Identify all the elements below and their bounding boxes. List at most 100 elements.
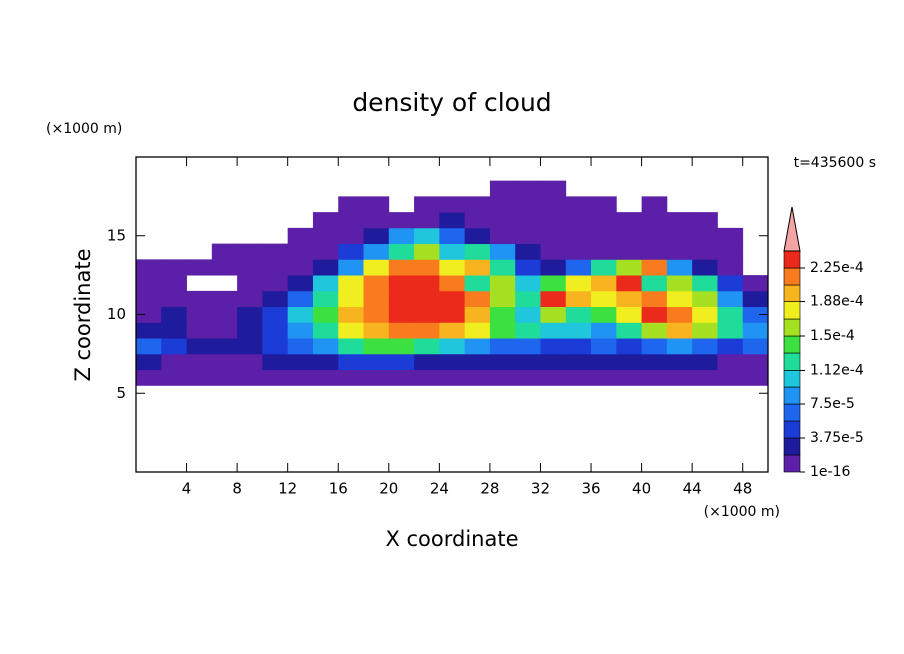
contour-cell xyxy=(414,212,440,229)
contour-cell xyxy=(641,259,668,276)
contour-cell xyxy=(515,338,541,355)
contour-cell xyxy=(186,290,213,308)
contour-cell xyxy=(641,243,668,260)
contour-cell xyxy=(312,212,339,229)
contour-cell xyxy=(641,369,668,386)
contour-cell xyxy=(211,259,238,276)
colorbar-tick-label: 1.88e-4 xyxy=(810,294,864,310)
contour-cell xyxy=(591,322,617,339)
time-label: t=435600 s xyxy=(794,155,876,171)
colorbar-band xyxy=(783,250,801,269)
contour-cell xyxy=(211,243,238,260)
colorbar-band xyxy=(783,267,801,286)
contour-field xyxy=(136,180,769,386)
x-tick-label: 28 xyxy=(480,480,499,498)
contour-cell xyxy=(287,259,314,276)
contour-cell xyxy=(666,275,693,292)
contour-cell xyxy=(262,353,289,371)
contour-cell xyxy=(237,259,263,276)
chart-title: density of cloud xyxy=(352,88,551,117)
contour-cell xyxy=(388,243,415,260)
colorbar-band xyxy=(783,284,801,302)
contour-cell xyxy=(186,259,213,276)
contour-cell xyxy=(439,275,466,292)
contour-cell xyxy=(363,338,390,355)
contour-cell xyxy=(742,275,769,292)
contour-cell xyxy=(540,275,567,292)
contour-cell xyxy=(439,338,466,355)
contour-cell xyxy=(186,353,213,371)
contour-cell xyxy=(237,306,263,323)
contour-cell xyxy=(641,227,668,245)
contour-cell xyxy=(414,369,440,386)
contour-cell xyxy=(616,306,642,323)
contour-cell xyxy=(237,243,263,260)
contour-cell xyxy=(515,180,541,197)
contour-cell xyxy=(565,322,592,339)
contour-cell xyxy=(489,243,516,260)
contour-cell xyxy=(464,338,491,355)
contour-cell xyxy=(388,322,415,339)
contour-cell xyxy=(464,290,491,308)
colorbar-tick-label: 7.5e-5 xyxy=(810,396,855,412)
colorbar-tick-label: 1.12e-4 xyxy=(810,362,864,378)
contour-cell xyxy=(692,290,718,308)
contour-cell xyxy=(439,306,466,323)
contour-cell xyxy=(641,322,668,339)
contour-cell xyxy=(692,275,718,292)
contour-cell xyxy=(287,227,314,245)
contour-cell xyxy=(312,369,339,386)
contour-cell xyxy=(464,212,491,229)
contour-cell xyxy=(515,322,541,339)
contour-cell xyxy=(717,243,744,260)
x-axis-label: X coordinate xyxy=(385,527,518,551)
colorbar: 1e-16 3.75e-5 7.5e-5 1.12e-4 1.5e-4 1.88e-4 2.… xyxy=(783,206,864,480)
contour-cell xyxy=(666,338,693,355)
contour-cell xyxy=(262,322,289,339)
contour-cell xyxy=(540,196,567,213)
contour-cell xyxy=(515,290,541,308)
contour-cell xyxy=(717,259,744,276)
contour-cell xyxy=(388,369,415,386)
contour-cell xyxy=(338,338,364,355)
contour-cell xyxy=(717,290,744,308)
contour-cell xyxy=(489,306,516,323)
contour-cell xyxy=(388,227,415,245)
contour-cell xyxy=(136,275,162,292)
contour-cell xyxy=(540,212,567,229)
contour-cell xyxy=(565,227,592,245)
contour-cell xyxy=(565,243,592,260)
contour-cell xyxy=(211,353,238,371)
contour-cell xyxy=(414,196,440,213)
y-tick-label: 5 xyxy=(116,384,126,402)
y-tick-label: 15 xyxy=(107,226,126,244)
contour-cell xyxy=(338,306,364,323)
contour-cell xyxy=(211,338,238,355)
contour-cell xyxy=(388,338,415,355)
contour-cell xyxy=(312,322,339,339)
contour-cell xyxy=(641,306,668,323)
contour-cell xyxy=(136,322,162,339)
colorbar-band xyxy=(783,403,801,422)
contour-cell xyxy=(515,196,541,213)
contour-cell xyxy=(161,259,187,276)
contour-cell xyxy=(591,369,617,386)
contour-cell xyxy=(287,290,314,308)
x-tick-label: 44 xyxy=(683,480,702,498)
x-tick-label: 20 xyxy=(379,480,398,498)
contour-cell xyxy=(287,338,314,355)
contour-cell xyxy=(641,290,668,308)
contour-cell xyxy=(641,353,668,371)
contour-cell xyxy=(591,243,617,260)
contour-cell xyxy=(363,196,390,213)
contour-cell xyxy=(211,306,238,323)
colorbar-band xyxy=(783,386,801,405)
contour-cell xyxy=(414,353,440,371)
x-tick-label: 4 xyxy=(182,480,192,498)
contour-cell xyxy=(616,243,642,260)
contour-cell xyxy=(666,306,693,323)
contour-cell xyxy=(464,243,491,260)
contour-cell xyxy=(262,275,289,292)
contour-cell xyxy=(388,306,415,323)
